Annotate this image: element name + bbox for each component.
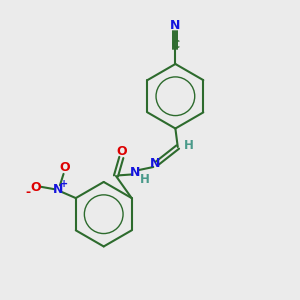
Text: H: H [140, 173, 149, 186]
Text: O: O [30, 181, 41, 194]
Text: N: N [170, 19, 181, 32]
Text: N: N [53, 183, 64, 196]
Text: O: O [116, 145, 127, 158]
Text: C: C [171, 40, 179, 50]
Text: O: O [60, 161, 70, 174]
Text: H: H [184, 139, 194, 152]
Text: -: - [26, 186, 31, 199]
Text: +: + [60, 179, 68, 189]
Text: N: N [150, 157, 161, 170]
Text: N: N [130, 167, 141, 179]
